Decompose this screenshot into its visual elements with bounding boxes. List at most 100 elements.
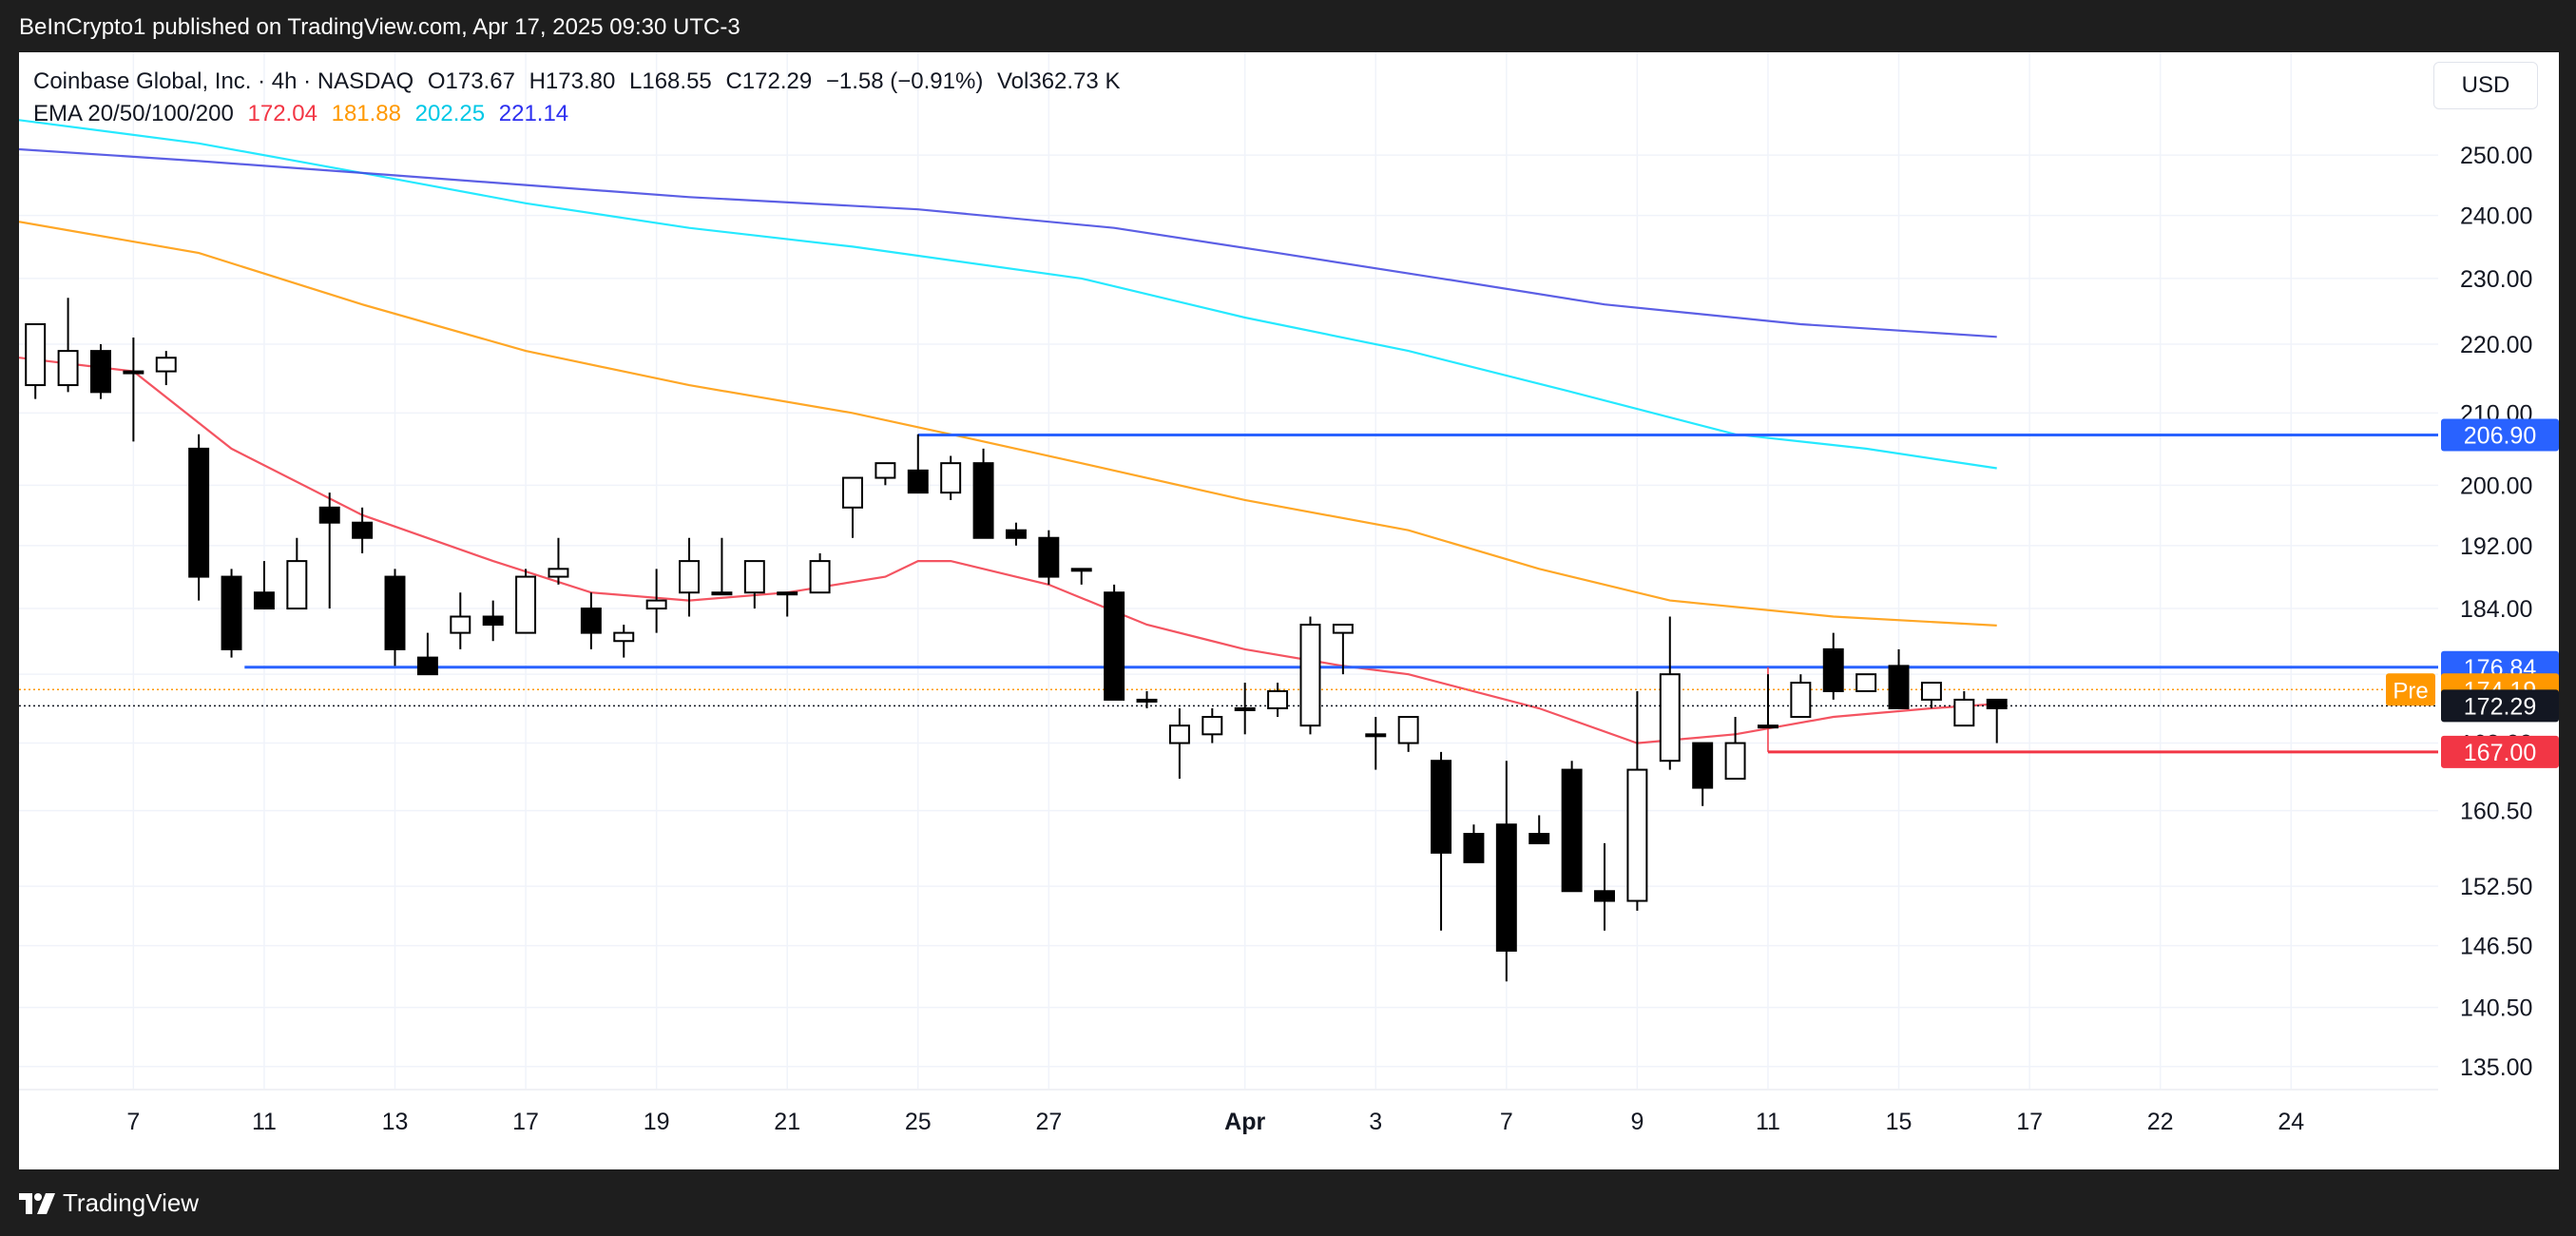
footer-bar: TradingView (0, 1169, 2576, 1236)
candle-body-up (875, 462, 896, 479)
ohlc-row: Coinbase Global, Inc. · 4h · NASDAQ O173… (33, 66, 1127, 98)
ema100-value: 202.25 (414, 101, 486, 126)
resistance-badge-bg (2441, 418, 2559, 452)
y-tick-label: 184.00 (2460, 596, 2532, 623)
candle (1594, 842, 1615, 931)
y-tick-label: 135.00 (2460, 1054, 2532, 1081)
candle (155, 351, 177, 386)
candle-body-up (57, 350, 79, 387)
candle-body-up (1920, 682, 1942, 701)
x-tick-label: 25 (905, 1109, 932, 1135)
x-tick-label: 11 (1756, 1109, 1780, 1135)
ema-label: EMA 20/50/100/200 (33, 101, 234, 126)
candle (1201, 707, 1223, 744)
x-tick-label: 11 (252, 1109, 277, 1135)
candle-body-up (1724, 742, 1746, 781)
candle (743, 560, 765, 609)
ema50-line (19, 221, 1997, 627)
candle (1561, 761, 1583, 893)
candle (809, 552, 831, 594)
open-value: O173.67 (427, 68, 515, 94)
price-levels (19, 434, 2438, 754)
candle-body-up (1299, 624, 1321, 727)
last-price-badge-text: 172.29 (2464, 693, 2536, 720)
candle-body-up (1070, 568, 1092, 572)
candle (1626, 690, 1648, 911)
candle (1953, 690, 1975, 727)
candle-body-up (1234, 706, 1256, 711)
candle-body-up (1953, 698, 1975, 727)
candle (416, 632, 438, 676)
price-chart[interactable]: 250.00240.00230.00220.00210.00200.00192.… (19, 52, 2559, 1169)
candle-body-up (1332, 624, 1354, 634)
candle (286, 537, 308, 610)
y-tick-label: 250.00 (2460, 143, 2532, 169)
x-tick-label: 22 (2147, 1109, 2174, 1135)
candle (907, 434, 929, 494)
ema50-value: 181.88 (331, 101, 401, 126)
candle-body-up (25, 322, 47, 387)
candle (352, 507, 374, 553)
candle (940, 455, 962, 500)
y-tick-label: 152.50 (2460, 874, 2532, 900)
candle (123, 337, 144, 442)
candle-body-up (940, 462, 962, 494)
tradingview-logo[interactable]: TradingView (19, 1188, 199, 1218)
candle (1724, 717, 1746, 781)
candle-body-down (1038, 536, 1060, 578)
chart-panel[interactable]: 250.00 240.00 230.00 220.00 210.00 200.00 192.… (19, 52, 2559, 1169)
support-badge-bg (2441, 735, 2559, 768)
x-tick-label: 21 (774, 1109, 800, 1135)
candle-body-down (1692, 742, 1714, 789)
candle (1920, 682, 1942, 708)
candle-body-up (711, 591, 733, 596)
candle (711, 537, 733, 596)
candle (221, 569, 242, 658)
candle-body-up (515, 575, 537, 634)
candle (1528, 815, 1550, 844)
ema200-value: 221.14 (498, 101, 569, 126)
candle-body-up (1855, 673, 1877, 692)
candle (1365, 717, 1387, 770)
candle (1005, 522, 1027, 546)
candle-body-down (972, 462, 994, 539)
tradingview-icon (19, 1192, 55, 1214)
candle-body-down (1561, 768, 1583, 893)
support-badge-text: 167.00 (2464, 740, 2536, 766)
x-axis: 7 11 13 17 19 21 25 27 Apr 3 7 9 11 15 17 22 24 (126, 1109, 2304, 1135)
candle-body-down (907, 469, 929, 494)
candle-body-up (743, 560, 765, 594)
x-tick-label: 19 (644, 1109, 670, 1135)
candle (1431, 751, 1452, 931)
tradingview-brand: TradingView (63, 1188, 200, 1217)
publisher-bar: BeInCrypto1 published on TradingView.com… (0, 0, 2576, 55)
candle-body-up (1267, 689, 1289, 709)
candle-body-down (188, 447, 210, 578)
candle (318, 492, 340, 609)
candle-body-down (90, 350, 111, 394)
candle-body-up (1365, 733, 1387, 738)
candle-body-down (318, 506, 340, 524)
y-tick-label: 192.00 (2460, 533, 2532, 560)
low-value: L168.55 (629, 68, 712, 94)
x-tick-label: 7 (1500, 1109, 1513, 1135)
candle (1234, 683, 1256, 735)
candle-body-up (286, 560, 308, 610)
candles (25, 298, 2008, 982)
candle (57, 298, 79, 393)
y-tick-label: 160.50 (2460, 799, 2532, 825)
volume-value: Vol362.73 K (997, 68, 1121, 94)
candle (1070, 568, 1092, 585)
x-tick-label: 27 (1035, 1109, 1062, 1135)
candle (1168, 707, 1190, 780)
candle-body-down (1495, 823, 1517, 952)
pre-tag-bg (2386, 673, 2435, 706)
candle (580, 592, 602, 649)
symbol-label: Coinbase Global, Inc. · 4h · NASDAQ (33, 68, 414, 94)
candle-body-down (580, 608, 602, 634)
candle (679, 537, 701, 617)
candle (1038, 530, 1060, 585)
currency-button[interactable]: USD (2433, 62, 2538, 109)
candle-body-up (1659, 673, 1681, 763)
candle-body-up (777, 591, 798, 596)
